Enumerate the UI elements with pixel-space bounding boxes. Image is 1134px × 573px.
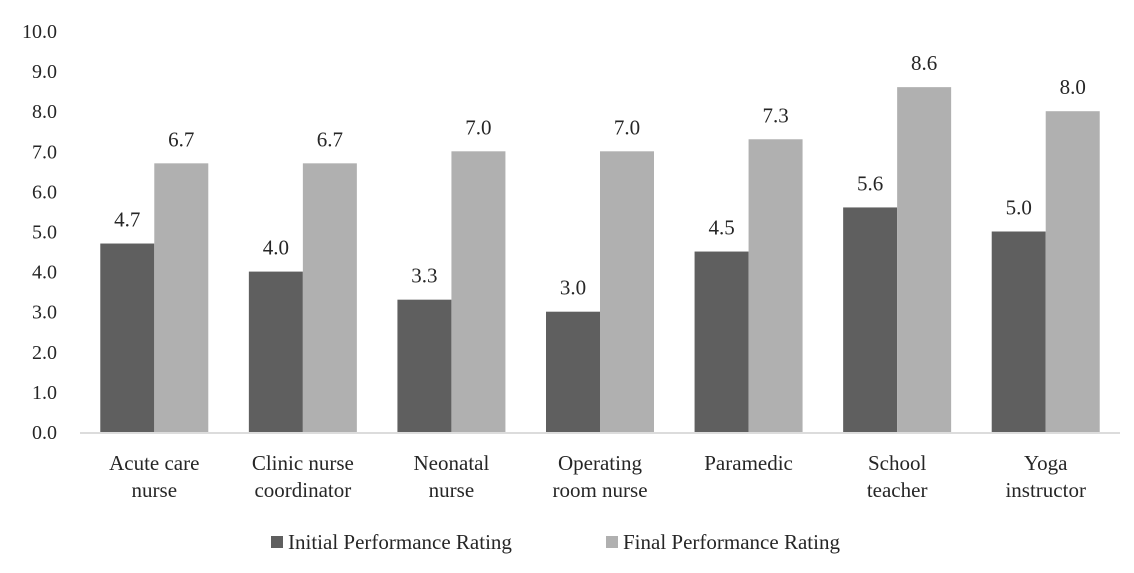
y-tick-label: 6.0 bbox=[32, 181, 57, 203]
category-label-line: instructor bbox=[1005, 478, 1085, 502]
data-label: 7.0 bbox=[465, 115, 491, 139]
category-label-line: Neonatal bbox=[414, 451, 490, 475]
y-tick-label: 0.0 bbox=[32, 422, 57, 444]
bar-final bbox=[154, 163, 209, 432]
y-tick-label: 1.0 bbox=[32, 382, 57, 404]
bar-final bbox=[897, 87, 952, 432]
category-label: Paramedic bbox=[704, 451, 793, 475]
category-label-line: School bbox=[868, 451, 927, 475]
category-label: School teacher bbox=[867, 451, 928, 502]
bar-initial bbox=[397, 299, 452, 432]
category-label-line: Operating bbox=[558, 451, 642, 475]
legend-swatch bbox=[606, 536, 618, 548]
category-label-line: Acute care bbox=[109, 451, 199, 475]
category-labels: Acute care nurse Clinic nurse coordinator Ne… bbox=[109, 451, 1086, 502]
category-label-line: coordinator bbox=[254, 478, 351, 502]
y-tick-label: 5.0 bbox=[32, 222, 57, 244]
bar-final bbox=[600, 151, 654, 433]
category-label-line: nurse bbox=[429, 478, 475, 502]
category-label: Yoga instructor bbox=[1005, 451, 1085, 502]
data-label: 4.0 bbox=[263, 236, 289, 260]
data-label: 3.0 bbox=[560, 276, 586, 300]
category-label-line: nurse bbox=[132, 478, 178, 502]
bar-final bbox=[748, 139, 803, 432]
category-label-line: Paramedic bbox=[704, 451, 793, 475]
category-label: Operating room nurse bbox=[552, 451, 647, 502]
legend-label: Final Performance Rating bbox=[623, 530, 840, 554]
data-label: 4.5 bbox=[708, 216, 734, 240]
bar-final bbox=[451, 151, 506, 433]
legend: Initial Performance Rating Final Performa… bbox=[271, 530, 840, 554]
category-label-line: teacher bbox=[867, 478, 928, 502]
legend-swatch bbox=[271, 536, 283, 548]
bar-initial bbox=[991, 231, 1046, 432]
bar-initial bbox=[546, 311, 600, 432]
bar-initial bbox=[100, 243, 155, 432]
bars bbox=[100, 87, 1100, 433]
data-label: 6.7 bbox=[317, 127, 343, 151]
y-tick-label: 4.0 bbox=[32, 262, 57, 284]
data-labels: 4.7 6.7 4.0 6.7 3.3 7.0 3.0 7.0 4.5 7.3 5.6 8.6 5.0 8… bbox=[114, 51, 1086, 300]
bar-final bbox=[1045, 111, 1100, 432]
data-label: 7.3 bbox=[762, 103, 788, 127]
bar-final bbox=[302, 163, 357, 432]
y-tick-label: 9.0 bbox=[32, 61, 57, 83]
data-label: 5.6 bbox=[857, 171, 883, 195]
y-tick-label: 10.0 bbox=[22, 21, 57, 43]
data-label: 3.3 bbox=[411, 264, 437, 288]
data-label: 7.0 bbox=[614, 115, 640, 139]
y-tick-label: 7.0 bbox=[32, 141, 57, 163]
data-label: 6.7 bbox=[168, 127, 194, 151]
category-label-line: room nurse bbox=[552, 478, 647, 502]
data-label: 8.0 bbox=[1060, 75, 1086, 99]
data-label: 8.6 bbox=[911, 51, 937, 75]
y-tick-label: 2.0 bbox=[32, 342, 57, 364]
bar-initial bbox=[248, 271, 303, 432]
bar-initial bbox=[694, 251, 749, 432]
y-tick-label: 3.0 bbox=[32, 302, 57, 324]
category-label-line: Yoga bbox=[1024, 451, 1068, 475]
bar-initial bbox=[843, 207, 898, 432]
y-axis: 0.0 1.0 2.0 3.0 4.0 5.0 6.0 7.0 8.0 9.0 10.0 bbox=[22, 21, 57, 444]
legend-label: Initial Performance Rating bbox=[288, 530, 512, 554]
data-label: 5.0 bbox=[1006, 196, 1032, 220]
data-label: 4.7 bbox=[114, 208, 140, 232]
category-label: Clinic nurse coordinator bbox=[252, 451, 354, 502]
category-label-line: Clinic nurse bbox=[252, 451, 354, 475]
category-label: Neonatal nurse bbox=[414, 451, 490, 502]
y-tick-label: 8.0 bbox=[32, 101, 57, 123]
category-label: Acute care nurse bbox=[109, 451, 199, 502]
